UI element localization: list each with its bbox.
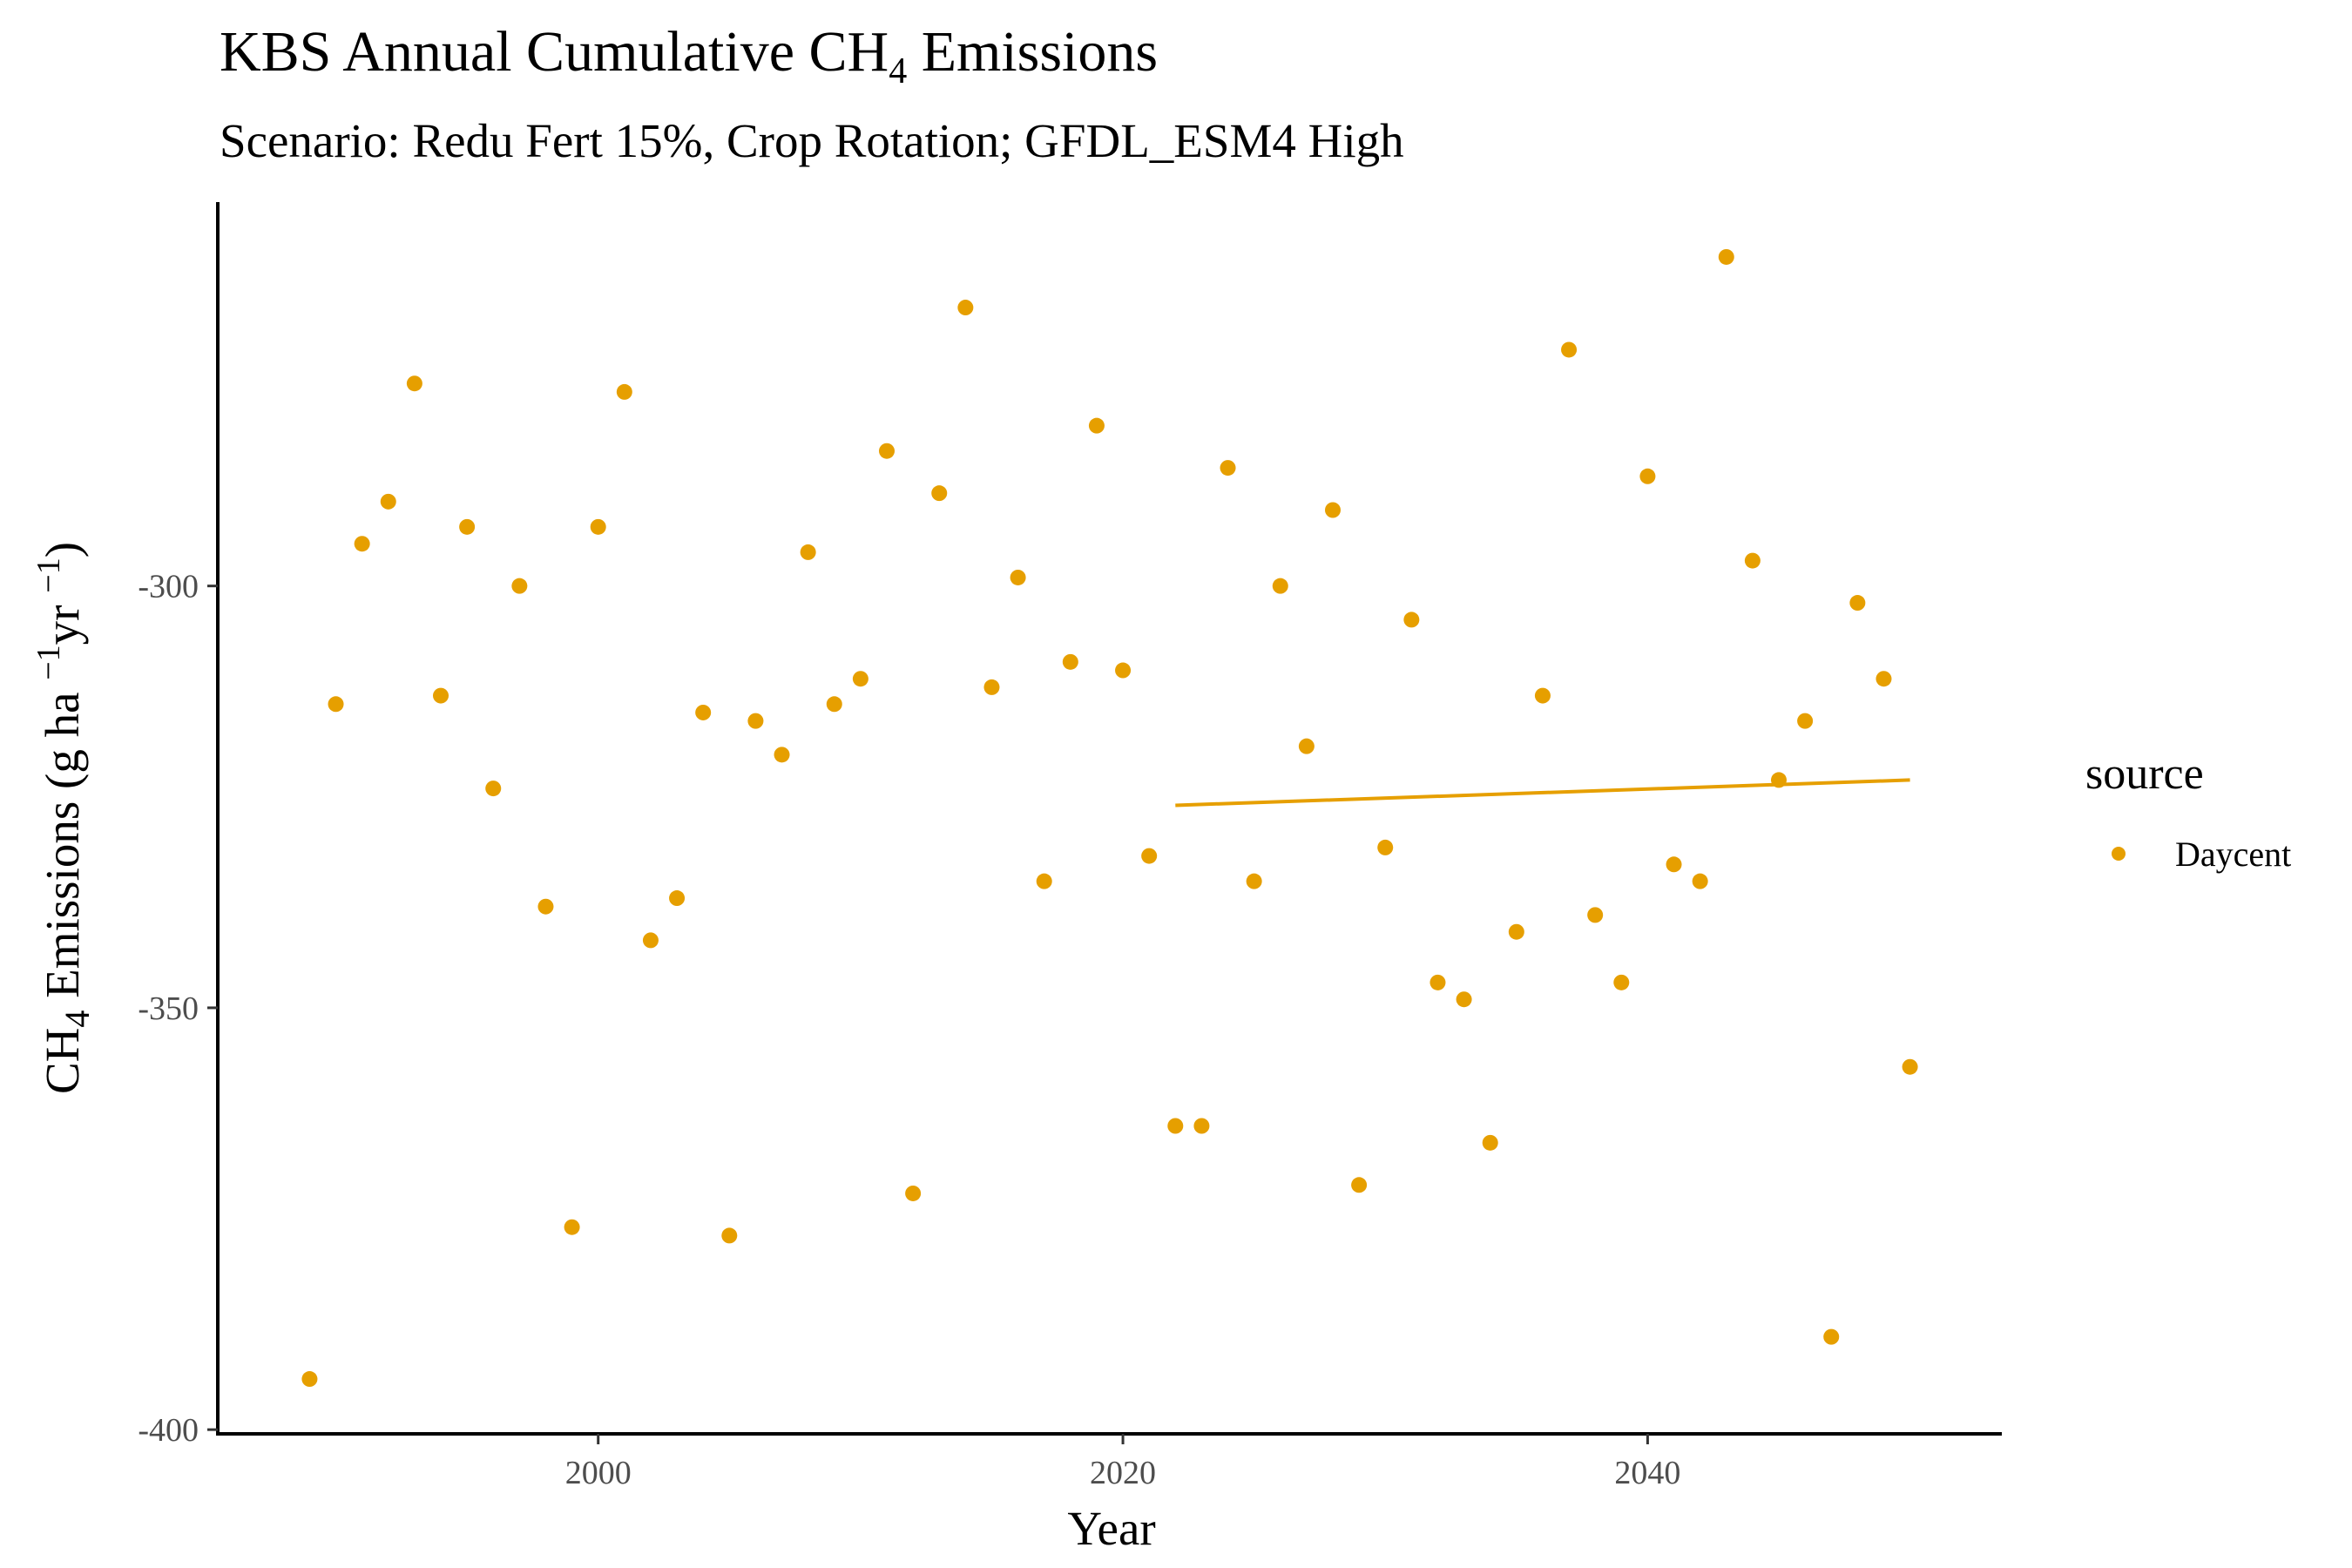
data-point — [1062, 653, 1078, 670]
data-point — [301, 1371, 318, 1388]
data-point — [1482, 1134, 1498, 1151]
y-tick-label: -350 — [138, 990, 199, 1027]
y-tick-label: -300 — [138, 569, 199, 605]
data-point — [537, 898, 554, 915]
data-point — [459, 518, 476, 535]
data-point — [1508, 923, 1524, 940]
data-point — [590, 518, 606, 535]
x-tick-label: 2040 — [1614, 1455, 1680, 1491]
legend-title: source — [2085, 749, 2204, 799]
data-point — [1587, 907, 1604, 923]
data-point — [1823, 1328, 1840, 1345]
data-point — [1718, 248, 1734, 265]
legend-key-daycent — [2112, 847, 2126, 861]
data-point — [905, 1185, 922, 1201]
data-point — [1744, 552, 1761, 569]
data-point — [1876, 671, 1892, 687]
y-axis-ticks: -400 -350 -300 — [138, 569, 218, 1449]
data-point — [800, 544, 816, 560]
data-point — [406, 375, 422, 392]
legend-label-daycent: Daycent — [2175, 835, 2291, 874]
chart-title: KBS Annual Cumulative CH4 Emissions — [220, 20, 1159, 92]
data-point — [879, 443, 895, 459]
data-point — [485, 781, 502, 797]
data-point — [695, 704, 712, 720]
x-tick-label: 2000 — [565, 1455, 632, 1491]
data-point — [931, 485, 948, 502]
data-point — [328, 696, 344, 713]
data-point — [511, 578, 528, 594]
data-point — [1246, 873, 1262, 889]
data-point — [669, 890, 686, 907]
data-point — [1088, 417, 1105, 434]
data-point — [1456, 991, 1472, 1008]
data-point — [721, 1227, 738, 1244]
y-tick-label: -400 — [138, 1412, 199, 1449]
legend: source Daycent — [2085, 749, 2291, 874]
data-point — [354, 536, 370, 552]
data-point — [616, 383, 632, 400]
x-axis-title: Year — [1067, 1502, 1155, 1555]
data-point — [1272, 578, 1288, 594]
data-point — [1692, 873, 1708, 889]
data-point — [1377, 839, 1394, 855]
data-point — [564, 1219, 580, 1235]
data-point — [1115, 662, 1132, 679]
data-point — [1403, 612, 1420, 628]
data-point — [1902, 1058, 1918, 1075]
data-point — [983, 679, 1000, 695]
data-point — [1036, 873, 1052, 889]
data-point — [1534, 687, 1551, 704]
data-point — [433, 687, 449, 704]
data-point — [1325, 502, 1341, 518]
data-point — [1167, 1118, 1184, 1134]
data-point — [774, 747, 790, 763]
x-tick-label: 2020 — [1090, 1455, 1156, 1491]
data-point — [1797, 713, 1814, 729]
data-point — [380, 493, 396, 510]
data-point — [747, 713, 764, 729]
y-axis-title: CH4 Emissions (g ha −1yr −1) — [30, 542, 97, 1094]
data-point — [1849, 595, 1866, 612]
data-point — [1613, 974, 1630, 990]
data-point — [1666, 856, 1682, 873]
data-point — [1639, 468, 1656, 484]
data-point — [852, 671, 868, 687]
data-point — [1351, 1177, 1368, 1193]
data-point — [1193, 1118, 1210, 1134]
data-point — [1220, 460, 1236, 476]
data-point — [1561, 341, 1578, 358]
points-layer — [301, 248, 1918, 1388]
data-point — [642, 932, 659, 949]
data-point — [1298, 738, 1315, 754]
chart-subtitle: Scenario: Redu Fert 15%, Crop Rotation; … — [220, 114, 1404, 167]
data-point — [957, 300, 974, 316]
data-point — [1010, 569, 1026, 585]
trend-line — [1175, 778, 1910, 808]
data-point — [1141, 848, 1158, 864]
x-axis-ticks: 2000 2020 2040 — [565, 1434, 1680, 1491]
data-point — [826, 696, 842, 713]
data-point — [1429, 974, 1446, 990]
